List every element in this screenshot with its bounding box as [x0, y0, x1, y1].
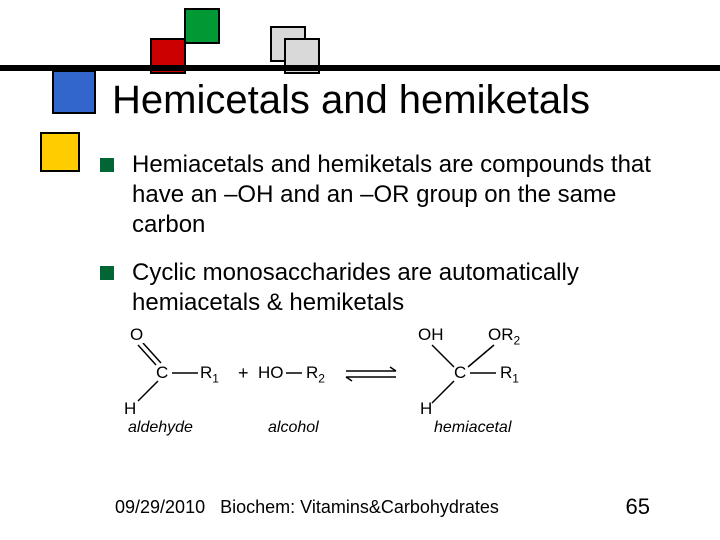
atom-R1: R1 [500, 363, 519, 385]
bond-icon [286, 372, 304, 374]
footer-date: 09/29/2010 [115, 497, 205, 517]
bullet-icon [100, 266, 114, 280]
bond-icon [136, 379, 166, 409]
atom-H: H [124, 399, 136, 419]
accent-square-yellow [40, 132, 80, 172]
atom-HO: HO [258, 363, 284, 383]
bond-icon [470, 372, 500, 374]
bullet-item: Cyclic monosaccharides are automatically… [100, 258, 660, 318]
accent-square-blue [52, 70, 96, 114]
atom-H: H [420, 399, 432, 419]
atom-R2: R2 [306, 363, 325, 385]
bullet-text: Cyclic monosaccharides are automatically… [132, 258, 660, 318]
horizontal-rule [0, 65, 720, 71]
bonds-icon [428, 379, 508, 409]
page-number: 65 [626, 494, 650, 520]
footer: 09/29/2010 Biochem: Vitamins&Carbohydrat… [115, 497, 499, 518]
plus-sign: + [238, 363, 249, 384]
bullet-icon [100, 158, 114, 172]
bullet-item: Hemiacetals and hemiketals are compounds… [100, 150, 660, 240]
bullet-text: Hemiacetals and hemiketals are compounds… [132, 150, 660, 240]
decor-square [184, 8, 220, 44]
bond-icon [172, 372, 202, 374]
label-alcohol: alcohol [268, 419, 319, 437]
label-aldehyde: aldehyde [128, 419, 193, 437]
footer-text: Biochem: Vitamins&Carbohydrates [220, 497, 499, 517]
atom-O: O [130, 325, 143, 345]
atom-R1: R1 [200, 363, 219, 385]
atom-OH: OH [418, 325, 444, 345]
equilibrium-arrow-icon [342, 365, 402, 383]
bullet-list: Hemiacetals and hemiketals are compounds… [100, 150, 660, 336]
bonds-icon [428, 343, 508, 373]
label-hemiacetal: hemiacetal [434, 419, 511, 437]
slide-title: Hemicetals and hemiketals [112, 78, 590, 123]
